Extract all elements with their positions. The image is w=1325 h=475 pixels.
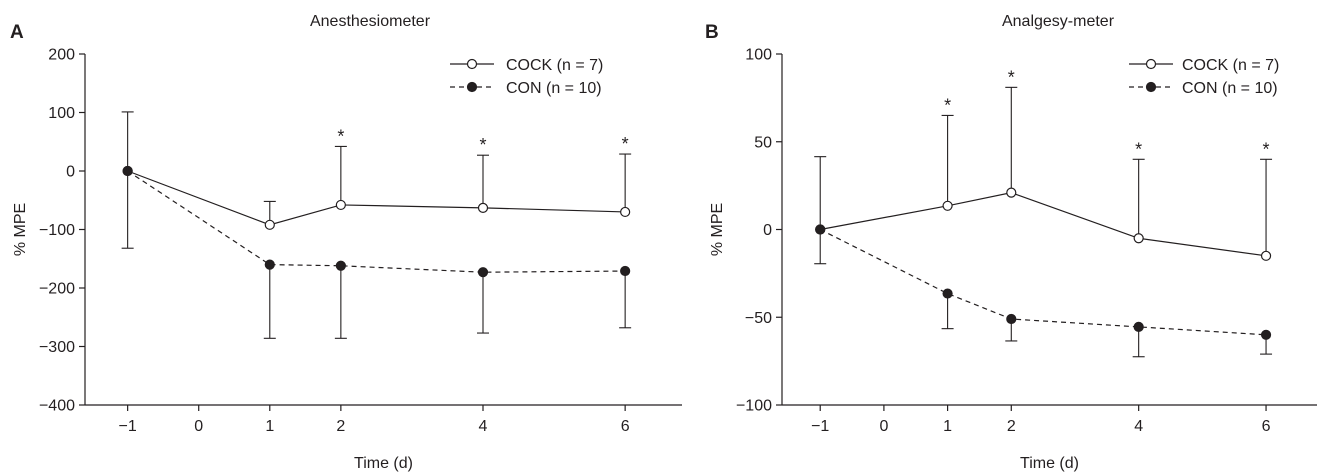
legend-entry: CON (n = 10) bbox=[506, 80, 602, 97]
y-tick-label: −50 bbox=[745, 310, 772, 327]
y-axis-label: % MPE bbox=[709, 203, 726, 256]
data-point bbox=[264, 219, 275, 230]
x-axis-label: Time (d) bbox=[1020, 455, 1079, 472]
x-tick-label: 1 bbox=[265, 418, 274, 435]
data-point bbox=[942, 288, 953, 299]
x-tick-label: 6 bbox=[621, 418, 630, 435]
data-point bbox=[477, 267, 489, 278]
data-point bbox=[815, 224, 826, 235]
legend-entry: CON (n = 10) bbox=[1182, 80, 1278, 97]
data-point bbox=[1006, 313, 1017, 325]
significance-star: * bbox=[1135, 139, 1142, 159]
data-point bbox=[264, 259, 275, 270]
y-tick-label: −200 bbox=[39, 281, 75, 298]
x-tick-label: 1 bbox=[943, 418, 952, 435]
data-point bbox=[1133, 321, 1144, 333]
y-tick-label: −100 bbox=[39, 222, 75, 239]
x-tick-label: 4 bbox=[479, 418, 488, 435]
data-point bbox=[1260, 250, 1272, 261]
data-point bbox=[1133, 233, 1144, 244]
legend-entry: COCK (n = 7) bbox=[506, 57, 603, 74]
series-con bbox=[121, 165, 632, 339]
significance-star: * bbox=[479, 135, 486, 155]
significance-star: * bbox=[337, 126, 344, 146]
y-tick-label: −300 bbox=[39, 339, 75, 356]
significance-star: * bbox=[1263, 139, 1270, 159]
data-point bbox=[477, 202, 489, 213]
panel-letter: B bbox=[705, 22, 719, 43]
x-axis-label: Time (d) bbox=[354, 455, 413, 472]
legend-entry: COCK (n = 7) bbox=[1182, 57, 1279, 74]
x-tick-label: 0 bbox=[194, 418, 203, 435]
y-tick-label: 0 bbox=[763, 222, 772, 239]
data-point bbox=[122, 165, 133, 177]
significance-star: * bbox=[1008, 67, 1015, 87]
data-point bbox=[620, 265, 631, 277]
chart-title: Anesthesiometer bbox=[310, 13, 431, 30]
y-tick-label: 0 bbox=[66, 164, 75, 181]
series-line bbox=[127, 170, 626, 273]
data-point bbox=[335, 260, 346, 271]
x-tick-label: 6 bbox=[1262, 418, 1271, 435]
series-con bbox=[814, 224, 1273, 358]
panel-b: B Analgesy-meter −100 −50 0 50 100 −1 0 1 2 4 6 Time … bbox=[705, 13, 1317, 472]
y-tick-label: −100 bbox=[736, 398, 772, 415]
data-point bbox=[1260, 329, 1272, 340]
y-tick-label: 200 bbox=[48, 47, 75, 64]
data-point bbox=[620, 206, 631, 218]
x-tick-label: −1 bbox=[119, 418, 137, 435]
x-tick-label: 4 bbox=[1134, 418, 1143, 435]
data-point bbox=[335, 199, 346, 211]
significance-star: * bbox=[944, 95, 951, 115]
series-cock bbox=[121, 111, 632, 230]
series-cock bbox=[814, 86, 1273, 261]
significance-star: * bbox=[622, 134, 629, 154]
chart-title: Analgesy-meter bbox=[1002, 13, 1115, 30]
y-tick-label: 50 bbox=[754, 134, 772, 151]
legend-marker bbox=[1145, 81, 1157, 93]
y-axis-label: % MPE bbox=[12, 203, 29, 256]
x-tick-label: 2 bbox=[1007, 418, 1016, 435]
data-point bbox=[942, 200, 953, 211]
y-tick-label: 100 bbox=[745, 47, 772, 64]
y-tick-label: −400 bbox=[39, 398, 75, 415]
y-tick-label: 100 bbox=[48, 105, 75, 122]
x-tick-label: −1 bbox=[811, 418, 829, 435]
series-line bbox=[820, 192, 1267, 257]
data-point bbox=[1006, 187, 1017, 198]
legend-marker bbox=[466, 58, 478, 70]
x-tick-label: 2 bbox=[336, 418, 345, 435]
legend-marker bbox=[1145, 58, 1157, 70]
panel-a: A Anesthesiometer −400 −300 −200 −100 0 100 200 −… bbox=[10, 13, 682, 472]
series-line bbox=[819, 228, 1267, 336]
x-tick-label: 0 bbox=[879, 418, 888, 435]
legend-marker bbox=[466, 81, 478, 93]
series-line bbox=[127, 170, 626, 226]
panel-letter: A bbox=[10, 22, 24, 43]
